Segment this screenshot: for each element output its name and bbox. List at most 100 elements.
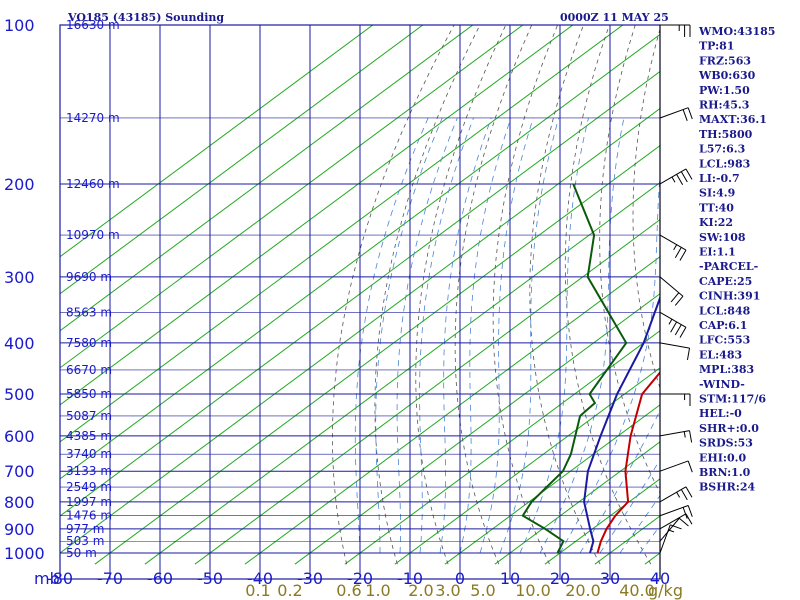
pressure-tick-label: 200 xyxy=(4,175,35,194)
moist-adiabat xyxy=(479,117,534,554)
index-item: SRDS:53 xyxy=(699,437,753,450)
dry-adiabat xyxy=(529,25,601,565)
height-label: 7580 m xyxy=(66,336,112,350)
pressure-tick-label: 900 xyxy=(4,520,35,539)
pressure-tick-label: 700 xyxy=(4,462,35,481)
index-item: BSHR:24 xyxy=(699,481,755,494)
skewed-isotherm-lines xyxy=(60,25,660,565)
wind-barb xyxy=(659,460,693,473)
skewed-isotherm xyxy=(544,478,660,565)
index-item: -WIND- xyxy=(699,378,745,391)
height-label: 5850 m xyxy=(66,387,112,401)
moist-adiabat xyxy=(559,169,660,554)
mixing-ratio-label: 0.1 xyxy=(245,581,270,600)
index-item: L57:6.3 xyxy=(699,143,745,156)
pressure-tick-label: 1000 xyxy=(4,544,45,563)
temperature-tick-label: -20 xyxy=(347,569,373,588)
pressure-tick-label: 500 xyxy=(4,385,35,404)
index-item: PW:1.50 xyxy=(699,84,750,97)
wind-barb xyxy=(659,276,684,306)
skewed-isotherm xyxy=(494,441,660,565)
mixing-ratio-label: 40.0 xyxy=(619,581,655,600)
skewed-isotherm xyxy=(60,25,624,443)
temperature-tick-label: -10 xyxy=(397,569,423,588)
pressure-tick-label: 100 xyxy=(4,16,35,35)
wind-barb xyxy=(660,24,691,37)
temperature-tick-label: -50 xyxy=(197,569,223,588)
skewed-isotherm xyxy=(60,70,660,517)
temperature-tick-label: 0 xyxy=(455,569,465,588)
moist-adiabat xyxy=(439,117,492,554)
wind-barb xyxy=(659,430,693,443)
wind-barb xyxy=(659,168,693,185)
dry-adiabat xyxy=(492,25,559,565)
wind-barb xyxy=(659,311,687,338)
pressure-tick-label: 800 xyxy=(4,493,35,512)
height-label: 2549 m xyxy=(66,480,112,494)
skewed-isotherm xyxy=(60,25,474,332)
temperature-tick-label: 20 xyxy=(550,569,570,588)
mixing-ratio-label: 1.0 xyxy=(365,581,390,600)
moist-adiabat xyxy=(375,117,443,553)
corner-unit-label: mb xyxy=(34,569,60,588)
mixing-ratio-label: 0.2 xyxy=(277,581,302,600)
index-item: MAXT:36.1 xyxy=(699,113,767,126)
height-label: 12460 m xyxy=(66,177,120,191)
index-item: STM:117/6 xyxy=(699,393,766,406)
skewed-isotherm xyxy=(60,33,660,480)
sounding-series-0 xyxy=(596,370,660,554)
sounding-series-2 xyxy=(583,295,660,554)
index-item: WB0:630 xyxy=(698,69,756,82)
index-item: TP:81 xyxy=(699,40,734,53)
height-label: 14270 m xyxy=(66,111,120,125)
wind-barbs xyxy=(659,24,693,579)
index-item: TH:5800 xyxy=(699,128,753,141)
skewed-isotherm xyxy=(144,182,660,565)
height-label: 10970 m xyxy=(66,228,120,242)
index-item: -PARCEL- xyxy=(699,260,758,273)
mixing-ratio-label: 20.0 xyxy=(565,581,601,600)
skewed-isotherm xyxy=(244,256,660,565)
moist-adiabat-lines xyxy=(354,117,660,554)
dry-adiabat xyxy=(786,1,800,564)
height-label: 16630 m xyxy=(66,18,120,32)
index-item: MPL:383 xyxy=(699,363,754,376)
temperature-tick-label: -70 xyxy=(97,569,123,588)
index-item: SHR+:0.0 xyxy=(699,422,759,435)
skewed-isotherm xyxy=(60,25,424,295)
index-item: LCL:983 xyxy=(699,157,750,170)
moist-adiabat xyxy=(396,117,458,554)
pressure-tick-label: 300 xyxy=(4,268,35,287)
wind-barb xyxy=(659,505,693,519)
index-item: SI:4.9 xyxy=(699,187,735,200)
height-label: 1997 m xyxy=(66,495,112,509)
dry-adiabat xyxy=(332,25,455,565)
index-item: LCL:848 xyxy=(699,304,751,317)
mixing-ratio-unit: g/kg xyxy=(648,581,683,600)
skewed-isotherm xyxy=(60,107,660,554)
height-label: 9690 m xyxy=(66,270,112,284)
height-label: 8563 m xyxy=(66,305,112,319)
temperature-tick-label: -40 xyxy=(247,569,273,588)
index-item: CINH:391 xyxy=(699,290,760,303)
wind-barb xyxy=(659,517,689,542)
skewed-isotherm xyxy=(444,404,660,565)
temperature-tick-label: 30 xyxy=(600,569,620,588)
height-label: 1476 m xyxy=(66,509,112,523)
mixing-ratio-label: 2.0 xyxy=(408,581,433,600)
sounding-series-1 xyxy=(521,183,628,554)
dry-adiabat xyxy=(454,25,533,565)
moist-adiabat xyxy=(354,117,429,554)
wind-barb xyxy=(659,524,682,554)
wind-barb xyxy=(659,342,691,361)
isobar-isotherm-grid xyxy=(59,24,661,580)
wind-barb xyxy=(660,393,691,407)
index-item: WMO:43185 xyxy=(698,25,775,38)
height-label: 50 m xyxy=(66,546,97,560)
pressure-tick-label: 600 xyxy=(4,427,35,446)
index-item: LI:-0.7 xyxy=(699,172,740,185)
index-item: KI:22 xyxy=(699,216,733,229)
wind-barb xyxy=(659,513,693,530)
index-item: SW:108 xyxy=(699,231,746,244)
